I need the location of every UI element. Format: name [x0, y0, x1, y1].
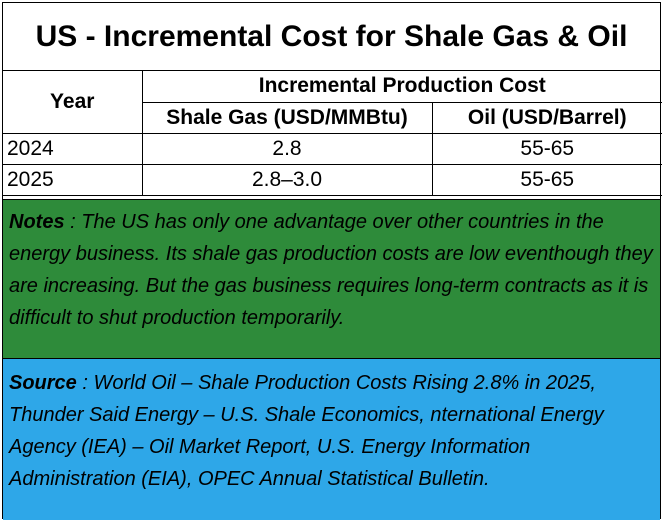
year-cell: 2025 — [3, 163, 143, 196]
group-header: Incremental Production Cost — [141, 71, 663, 103]
source-label: Source — [9, 372, 77, 394]
table-row: 2025 2.8–3.0 55-65 — [3, 163, 663, 196]
year-header: Year — [3, 71, 143, 134]
oil-header: Oil (USD/Barrel) — [431, 101, 663, 134]
oil-cell: 55-65 — [431, 163, 663, 196]
source-text: : World Oil – Shale Production Costs Ris… — [9, 372, 604, 490]
oil-cell: 55-65 — [431, 132, 663, 165]
shale-gas-cell: 2.8 — [141, 132, 433, 165]
shale-gas-cell: 2.8–3.0 — [141, 163, 433, 196]
cost-table: Year Incremental Production Cost Shale G… — [3, 71, 663, 196]
year-cell: 2024 — [3, 132, 143, 165]
source-box: Source : World Oil – Shale Production Co… — [3, 359, 660, 520]
shale-gas-header: Shale Gas (USD/MMBtu) — [142, 101, 433, 134]
notes-label: Notes — [9, 211, 65, 233]
page-title: US - Incremental Cost for Shale Gas & Oi… — [3, 3, 660, 71]
table-subheader-row: Shale Gas (USD/MMBtu) Oil (USD/Barrel) — [3, 101, 663, 134]
notes-text: : The US has only one advantage over oth… — [9, 211, 653, 329]
table-header-row: Year Incremental Production Cost — [3, 71, 663, 134]
table-row: 2024 2.8 55-65 — [3, 132, 663, 165]
notes-box: Notes : The US has only one advantage ov… — [3, 199, 660, 359]
